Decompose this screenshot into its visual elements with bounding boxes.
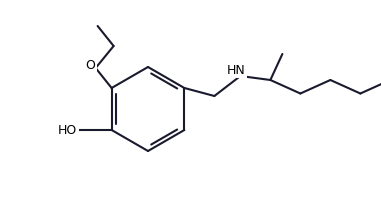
Text: O: O [86, 58, 96, 71]
Text: HN: HN [227, 64, 246, 76]
Text: HO: HO [58, 123, 77, 137]
